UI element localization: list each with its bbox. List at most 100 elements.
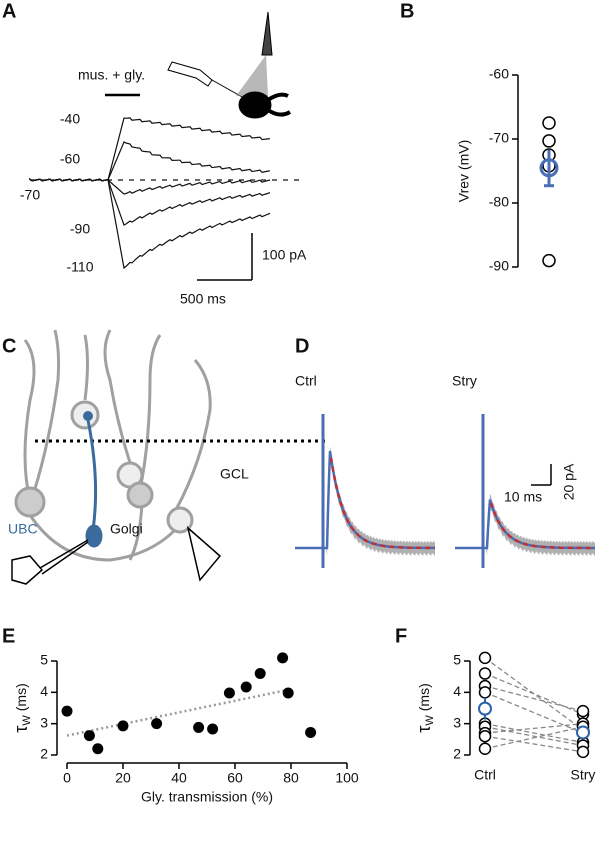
x-tick-label: 100 (335, 770, 359, 786)
holding-label: -60 (60, 151, 80, 167)
data-point (478, 651, 492, 665)
panel-letter: C (2, 335, 16, 357)
panel-letter: F (395, 625, 407, 647)
current-trace (29, 117, 271, 182)
y-tick-label: 5 (40, 652, 48, 668)
pair-line (484, 726, 584, 747)
y-axis-label: τW (ms) (11, 683, 33, 733)
panel-letter: E (2, 625, 15, 647)
data-point (305, 726, 317, 738)
scale-label: 100 pA (262, 247, 307, 263)
trend-line (66, 687, 292, 737)
data-point (576, 745, 590, 759)
pair-line (484, 685, 584, 712)
data-point (207, 723, 219, 735)
y-tick-label: -70 (489, 130, 509, 146)
fit (489, 502, 595, 550)
data-point (282, 687, 294, 699)
y-axis-label: Vrev (mV) (456, 140, 472, 202)
ubc-cell (83, 411, 103, 548)
x-tick-label: Ctrl (474, 767, 496, 783)
y-tick-label: 3 (40, 714, 48, 730)
data-point (576, 704, 590, 718)
setup-icon (167, 11, 292, 119)
pair-line (484, 723, 584, 734)
scale-label: 10 ms (504, 489, 542, 505)
data-point (193, 721, 205, 733)
pair-line (484, 735, 584, 753)
x-tick-label: 0 (63, 770, 71, 786)
label-sub: W (21, 715, 33, 726)
circuit-diagram (14, 329, 212, 562)
data-point (542, 253, 556, 268)
y-tick-label: 5 (453, 652, 461, 668)
y-tick-label: 2 (40, 746, 48, 762)
condition-label: Ctrl (295, 373, 317, 389)
data-point (240, 681, 252, 693)
fit (329, 457, 435, 550)
mean-point (539, 158, 559, 178)
condition-label: Stry (452, 373, 477, 389)
pair-line (484, 726, 584, 750)
scale-label: 500 ms (180, 291, 226, 307)
y-tick-label: -90 (489, 258, 509, 274)
holding-label: -90 (70, 221, 90, 237)
data-point (92, 743, 104, 755)
panel-letter: D (295, 335, 309, 357)
trace-band (295, 446, 435, 556)
data-point (542, 134, 556, 148)
data-point (117, 720, 129, 732)
holding-label: -110 (67, 259, 94, 275)
x-axis-label: Gly. transmission (%) (141, 789, 273, 805)
data-point (223, 687, 235, 699)
label-symbol: τ (11, 726, 31, 733)
mean-point (576, 725, 590, 740)
x-tick-label: 80 (283, 770, 299, 786)
label-sub: W (424, 715, 436, 726)
y-tick-label: -60 (489, 66, 509, 82)
data-point (83, 730, 95, 742)
data-point (478, 742, 492, 755)
holding-label: -40 (60, 111, 80, 127)
pair-line (484, 657, 584, 731)
y-tick-label: -80 (489, 194, 509, 210)
label-unit: (ms) (416, 683, 432, 711)
x-tick-label: 40 (171, 770, 187, 786)
data-point (151, 718, 163, 730)
pipettes (11, 525, 222, 585)
holding-label: -70 (20, 187, 40, 203)
data-point (277, 652, 289, 664)
x-tick-label: Stry (571, 767, 596, 783)
y-tick-label: 2 (453, 746, 461, 762)
x-tick-label: 60 (227, 770, 243, 786)
panel-letter: B (400, 0, 414, 22)
y-tick-label: 3 (453, 714, 461, 730)
scale-label: 20 pA (561, 463, 577, 500)
panel-letter: A (2, 0, 16, 22)
stimulus-label: mus. + gly. (78, 67, 145, 83)
epsc-traces (295, 414, 595, 568)
data-point (478, 667, 492, 680)
label-symbol: τ (414, 726, 434, 733)
cell-label: UBC (8, 521, 38, 537)
y-axis-label: τW (ms) (414, 683, 436, 733)
y-tick-label: 4 (453, 683, 461, 699)
layer-label: GCL (220, 466, 249, 482)
data-point (542, 116, 556, 130)
mean-point (478, 701, 492, 716)
data-point (254, 668, 266, 680)
current-trace (29, 177, 271, 270)
x-tick-label: 20 (115, 770, 131, 786)
y-tick-label: 4 (40, 683, 48, 699)
current-trace (29, 177, 271, 226)
label-unit: (ms) (13, 683, 29, 711)
cell-label: Golgi (110, 521, 143, 537)
data-point (61, 705, 73, 717)
data-point (478, 686, 492, 699)
pair-line (484, 723, 584, 744)
data-point (478, 729, 492, 743)
current-traces (29, 117, 300, 270)
current-trace (29, 177, 271, 195)
pair-line (484, 691, 584, 734)
